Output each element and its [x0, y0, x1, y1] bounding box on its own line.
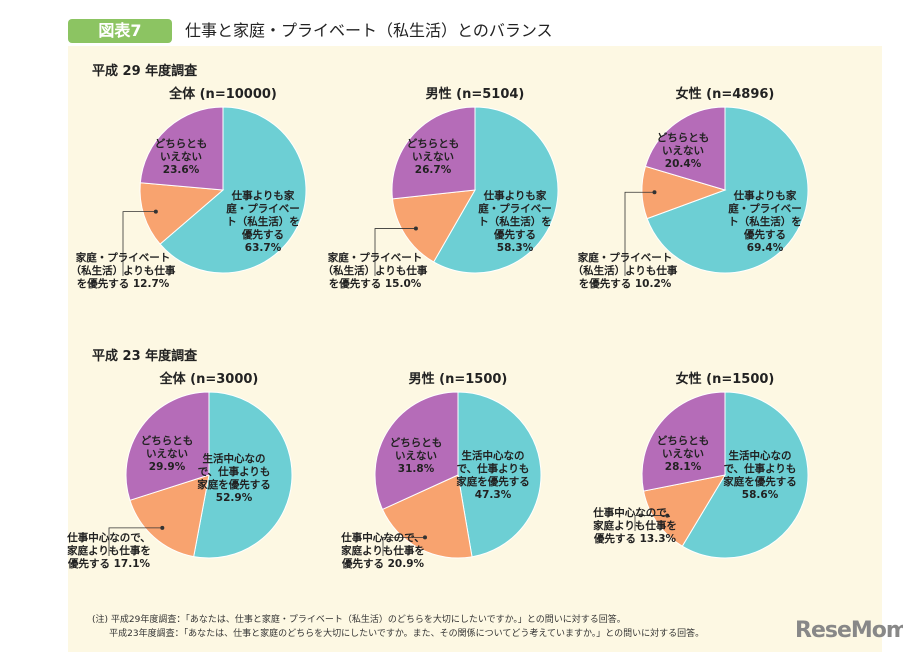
label-work-first: 仕事よりも家 庭・プライベー ト（私生活）を 優先する 63.7% [226, 190, 300, 254]
label-work-first: 生活中心なの で、仕事よりも 家庭を優先する 47.3% [456, 450, 530, 501]
label-neither: どちらとも いえない 26.7% [406, 138, 460, 176]
label-family-first: 仕事中心なので、 家庭よりも仕事を 優先する 20.9% [341, 532, 425, 570]
slice-work-first [432, 106, 559, 274]
slice-neither [125, 391, 210, 501]
leader-dot [160, 525, 165, 530]
slice-family-first [642, 474, 727, 547]
figure-title: 仕事と家庭・プライベート（私生活）とのバランス [185, 21, 553, 40]
label-neither: どちらとも いえない 20.4% [656, 132, 710, 170]
label-work-first: 生活中心なの で、仕事よりも 家庭を優先する 52.9% [197, 453, 271, 504]
pie-title: 男性 (n=1500) [408, 372, 508, 387]
slice-work-first [457, 391, 542, 558]
label-family-first: 仕事中心なので、 家庭よりも仕事を 優先する 13.3% [593, 507, 677, 545]
label-neither: どちらとも いえない 28.1% [656, 435, 710, 473]
label-neither: どちらとも いえない 23.6% [154, 138, 208, 176]
leader-line [108, 527, 163, 556]
label-family-first: 仕事中心なので、 家庭よりも仕事を 優先する 17.1% [67, 532, 151, 570]
slice-neither [139, 106, 224, 191]
slice-neither [374, 391, 459, 511]
label-neither: どちらとも いえない 31.8% [389, 437, 443, 475]
leader-dot [665, 513, 670, 518]
slice-family-first [129, 474, 210, 558]
pie-title: 男性 (n=5104) [425, 87, 525, 102]
pie-title: 全体 (n=10000) [169, 87, 277, 102]
section-h23: 平成 23 年度調査 [92, 349, 198, 364]
slice-work-first [159, 106, 307, 274]
slice-work-first [681, 391, 809, 559]
leader-line [382, 536, 425, 556]
label-neither: どちらとも いえない 29.9% [140, 435, 194, 473]
label-family-first: 家庭・プライベート （私生活）よりも仕事 を優先する 15.0% [322, 252, 428, 290]
slice-work-first [193, 391, 293, 559]
leader-dot [652, 190, 657, 195]
pie-title: 女性 (n=1500) [675, 372, 775, 387]
label-work-first: 生活中心なの で、仕事よりも 家庭を優先する 58.6% [723, 450, 797, 501]
resemom-logo: ReseMom [795, 618, 903, 643]
slice-neither [641, 391, 726, 492]
section-h29: 平成 29 年度調査 [92, 64, 198, 79]
leader-dot [153, 209, 158, 214]
slice-neither [644, 106, 726, 191]
slice-family-first [139, 182, 225, 245]
label-work-first: 仕事よりも家 庭・プライベー ト（私生活）を 優先する 58.3% [478, 190, 552, 254]
leader-dot [422, 535, 427, 540]
label-family-first: 家庭・プライベート （私生活）よりも仕事 を優先する 12.7% [70, 252, 176, 290]
label-family-first: 家庭・プライベート （私生活）よりも仕事 を優先する 10.2% [572, 252, 678, 290]
leader-line [122, 211, 156, 276]
pie-title: 女性 (n=4896) [675, 87, 775, 102]
slice-family-first [391, 189, 476, 263]
figure-badge: 図表7 [68, 19, 172, 43]
footnote: (注) 平成29年度調査：「あなたは、仕事と家庭・プライベート（私生活）のどちら… [92, 615, 705, 639]
leader-dot [413, 226, 418, 231]
leader-line [624, 191, 655, 276]
slice-work-first [646, 106, 809, 274]
pie-title: 全体 (n=3000) [159, 372, 259, 387]
slice-neither [391, 106, 476, 200]
leader-line [374, 228, 416, 276]
leader-line [634, 515, 668, 531]
label-work-first: 仕事よりも家 庭・プライベー ト（私生活）を 優先する 69.4% [728, 190, 802, 254]
